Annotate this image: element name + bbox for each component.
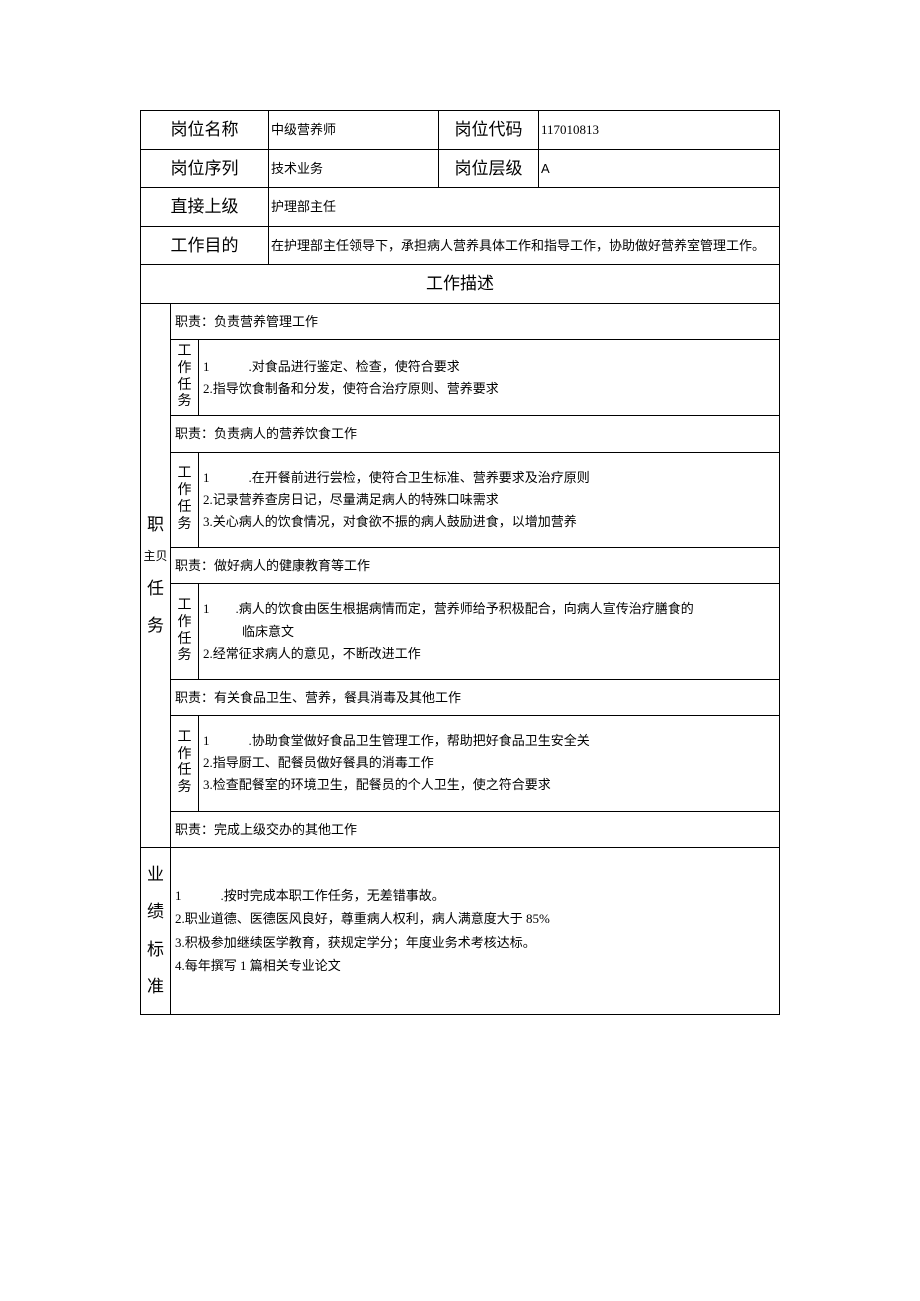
position-name-value: 中级营养师 [269,111,439,150]
task-content: 1 .对食品进行鉴定、检查，使符合要求2.指导饮食制备和分发，使符合治疗原则、营… [199,340,780,416]
table-row: 职责：负责病人的营养饮食工作 [141,416,780,453]
task-label: 工作任务 [171,452,199,547]
description-title: 工作描述 [141,265,780,304]
task-label: 工作任务 [171,584,199,679]
performance-row-header: 业 绩 标 准 [141,848,171,1015]
position-series-value: 技术业务 [269,149,439,188]
table-row: 直接上级 护理部主任 [141,188,780,227]
duty-title: 职责：做好病人的健康教育等工作 [171,547,780,584]
duty-title: 职责：负责营养管理工作 [171,303,780,340]
task-label: 工作任务 [171,716,199,811]
job-description-table: 岗位名称 中级营养师 岗位代码 117010813 岗位序列 技术业务 岗位层级… [140,110,780,1015]
table-row: 职责：有关食品卫生、营养，餐具消毒及其他工作 [141,679,780,716]
table-row: 工作任务 1 .对食品进行鉴定、检查，使符合要求2.指导饮食制备和分发，使符合治… [141,340,780,416]
table-row: 工作任务 1 .病人的饮食由医生根据病情而定，营养师给予积极配合，向病人宣传治疗… [141,584,780,679]
table-row: 工作任务 1 .协助食堂做好食品卫生管理工作，帮助把好食品卫生安全关2.指导厨工… [141,716,780,811]
task-label: 工作任务 [171,340,199,416]
position-code-value: 117010813 [539,111,780,150]
table-row: 岗位序列 技术业务 岗位层级 A [141,149,780,188]
purpose-value: 在护理部主任领导下，承担病人营养具体工作和指导工作，协助做好营养室管理工作。 [269,226,780,265]
position-series-label: 岗位序列 [141,149,269,188]
supervisor-value: 护理部主任 [269,188,780,227]
table-row: 岗位名称 中级营养师 岗位代码 117010813 [141,111,780,150]
table-row: 职责：做好病人的健康教育等工作 [141,547,780,584]
position-name-label: 岗位名称 [141,111,269,150]
table-row: 职责：完成上级交办的其他工作 [141,811,780,848]
position-level-label: 岗位层级 [439,149,539,188]
table-row: 业 绩 标 准 1 .按时完成本职工作任务，无差错事故。2.职业道德、医德医风良… [141,848,780,1015]
purpose-label: 工作目的 [141,226,269,265]
duty-title: 职责：完成上级交办的其他工作 [171,811,780,848]
duties-row-header: 职 主贝 任 务 [141,303,171,848]
task-content: 1 .协助食堂做好食品卫生管理工作，帮助把好食品卫生安全关2.指导厨工、配餐员做… [199,716,780,811]
performance-content: 1 .按时完成本职工作任务，无差错事故。2.职业道德、医德医风良好，尊重病人权利… [171,848,780,1015]
table-row: 工作目的 在护理部主任领导下，承担病人营养具体工作和指导工作，协助做好营养室管理… [141,226,780,265]
duty-title: 职责：负责病人的营养饮食工作 [171,416,780,453]
task-content: 1 .在开餐前进行尝检，使符合卫生标准、营养要求及治疗原则2.记录营养查房日记，… [199,452,780,547]
table-row: 职 主贝 任 务 职责：负责营养管理工作 [141,303,780,340]
duty-title: 职责：有关食品卫生、营养，餐具消毒及其他工作 [171,679,780,716]
table-row: 工作任务 1 .在开餐前进行尝检，使符合卫生标准、营养要求及治疗原则2.记录营养… [141,452,780,547]
supervisor-label: 直接上级 [141,188,269,227]
task-content: 1 .病人的饮食由医生根据病情而定，营养师给予积极配合，向病人宣传治疗膳食的 临… [199,584,780,679]
table-row: 工作描述 [141,265,780,304]
position-level-value: A [539,149,780,188]
position-code-label: 岗位代码 [439,111,539,150]
